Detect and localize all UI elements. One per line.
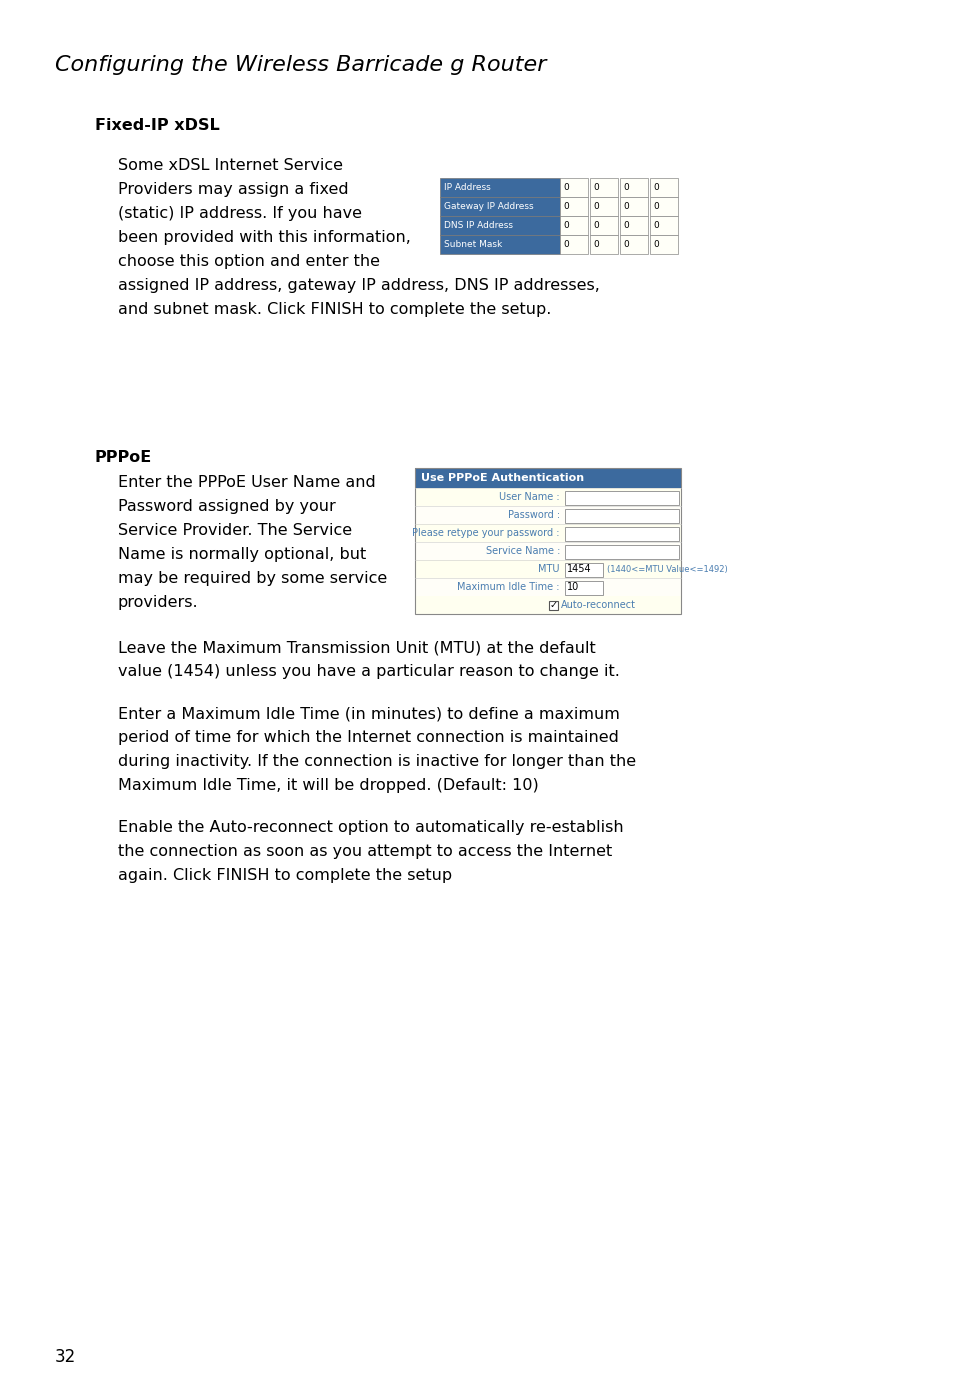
Text: Service Provider. The Service: Service Provider. The Service [118, 523, 352, 539]
Text: 0: 0 [622, 183, 628, 192]
Text: 10: 10 [566, 582, 578, 593]
Text: Service Name :: Service Name : [485, 545, 559, 557]
Bar [589, 217, 618, 235]
Text: Use PPPoE Authentication: Use PPPoE Authentication [420, 473, 583, 483]
Text: 0: 0 [562, 183, 568, 192]
Bar [619, 197, 647, 217]
Text: assigned IP address, gateway IP address, DNS IP addresses,: assigned IP address, gateway IP address,… [118, 278, 599, 293]
Bar [415, 489, 680, 507]
Bar [439, 178, 559, 197]
Text: Name is normally optional, but: Name is normally optional, but [118, 547, 366, 562]
Bar [415, 525, 680, 541]
Text: again. Click FINISH to complete the setup: again. Click FINISH to complete the setu… [118, 868, 452, 883]
Bar [589, 178, 618, 197]
Text: 32: 32 [55, 1348, 76, 1366]
Text: Maximum Idle Time, it will be dropped. (Default: 10): Maximum Idle Time, it will be dropped. (… [118, 779, 538, 793]
Bar [564, 491, 679, 505]
Bar [649, 178, 678, 197]
Bar [619, 178, 647, 197]
Text: MTU: MTU [537, 564, 559, 575]
Bar [649, 197, 678, 217]
Bar [649, 217, 678, 235]
Text: Fixed-IP xDSL: Fixed-IP xDSL [95, 118, 219, 133]
Text: and subnet mask. Click FINISH to complete the setup.: and subnet mask. Click FINISH to complet… [118, 303, 551, 316]
Text: 1454: 1454 [566, 564, 591, 575]
Text: (1440<=MTU Value<=1492): (1440<=MTU Value<=1492) [606, 565, 727, 573]
Bar [559, 217, 587, 235]
Text: 0: 0 [622, 203, 628, 211]
Text: providers.: providers. [118, 595, 198, 609]
Bar [559, 197, 587, 217]
Text: 0: 0 [652, 240, 659, 248]
Text: choose this option and enter the: choose this option and enter the [118, 254, 379, 269]
Text: Some xDSL Internet Service: Some xDSL Internet Service [118, 158, 343, 174]
Text: 0: 0 [562, 240, 568, 248]
Bar [559, 178, 587, 197]
Bar [564, 564, 602, 577]
Text: during inactivity. If the connection is inactive for longer than the: during inactivity. If the connection is … [118, 754, 636, 769]
Bar [439, 217, 559, 235]
Bar [564, 545, 679, 559]
Bar [415, 595, 680, 613]
Text: IP Address: IP Address [443, 183, 490, 192]
Text: value (1454) unless you have a particular reason to change it.: value (1454) unless you have a particula… [118, 663, 619, 679]
Bar [564, 582, 602, 595]
Bar [415, 559, 680, 577]
Text: 0: 0 [593, 203, 598, 211]
Text: ✓: ✓ [550, 600, 558, 609]
Bar [415, 577, 680, 595]
Bar [589, 235, 618, 254]
Text: Enable the Auto-reconnect option to automatically re-establish: Enable the Auto-reconnect option to auto… [118, 820, 623, 836]
Text: 0: 0 [593, 183, 598, 192]
Text: 0: 0 [562, 203, 568, 211]
Bar [619, 235, 647, 254]
Text: Subnet Mask: Subnet Mask [443, 240, 501, 248]
Bar [415, 507, 680, 525]
Text: DNS IP Address: DNS IP Address [443, 221, 513, 230]
Text: 0: 0 [652, 183, 659, 192]
Text: Providers may assign a fixed: Providers may assign a fixed [118, 182, 348, 197]
Text: (static) IP address. If you have: (static) IP address. If you have [118, 205, 361, 221]
Bar [619, 217, 647, 235]
Text: 0: 0 [622, 240, 628, 248]
Bar [589, 197, 618, 217]
Text: period of time for which the Internet connection is maintained: period of time for which the Internet co… [118, 730, 618, 745]
Bar [559, 235, 587, 254]
Text: Enter a Maximum Idle Time (in minutes) to define a maximum: Enter a Maximum Idle Time (in minutes) t… [118, 706, 619, 720]
Bar [564, 527, 679, 541]
Text: the connection as soon as you attempt to access the Internet: the connection as soon as you attempt to… [118, 844, 612, 859]
Bar [415, 468, 680, 489]
Text: Configuring the Wireless Barricade g Router: Configuring the Wireless Barricade g Rou… [55, 56, 546, 75]
Text: 0: 0 [593, 221, 598, 230]
Text: Auto-reconnect: Auto-reconnect [560, 600, 636, 609]
Text: 0: 0 [622, 221, 628, 230]
Text: Password :: Password : [507, 509, 559, 520]
Text: Enter the PPPoE User Name and: Enter the PPPoE User Name and [118, 475, 375, 490]
Text: Password assigned by your: Password assigned by your [118, 500, 335, 514]
Text: 0: 0 [593, 240, 598, 248]
Bar [415, 541, 680, 559]
Bar [564, 509, 679, 523]
Text: Leave the Maximum Transmission Unit (MTU) at the default: Leave the Maximum Transmission Unit (MTU… [118, 640, 595, 655]
Text: 0: 0 [652, 221, 659, 230]
Text: 0: 0 [652, 203, 659, 211]
Text: been provided with this information,: been provided with this information, [118, 230, 411, 246]
Text: 0: 0 [562, 221, 568, 230]
Text: Gateway IP Address: Gateway IP Address [443, 203, 533, 211]
Text: Please retype your password :: Please retype your password : [412, 527, 559, 539]
Bar [649, 235, 678, 254]
Text: Maximum Idle Time :: Maximum Idle Time : [457, 582, 559, 593]
Text: may be required by some service: may be required by some service [118, 570, 387, 586]
Text: PPPoE: PPPoE [95, 450, 152, 465]
Bar [415, 468, 680, 613]
Text: User Name :: User Name : [498, 491, 559, 502]
Bar [439, 235, 559, 254]
Bar [439, 197, 559, 217]
Bar [548, 601, 558, 609]
